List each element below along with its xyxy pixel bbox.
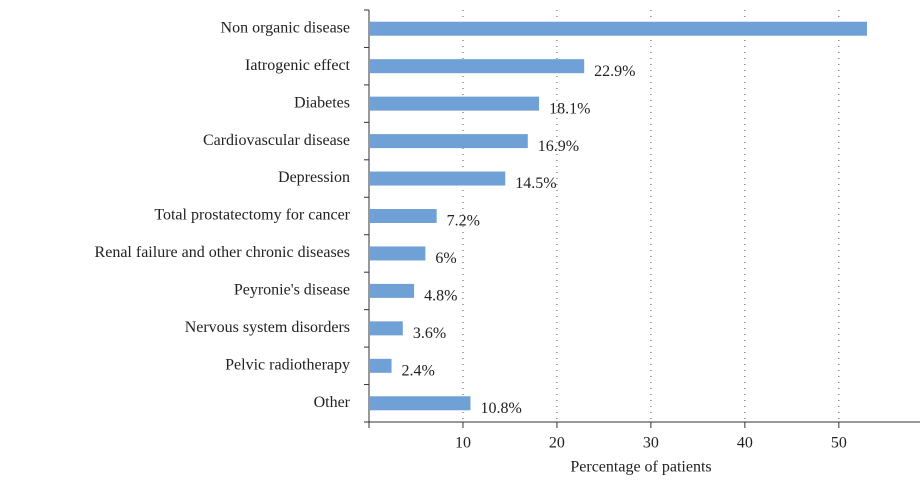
bar [369, 321, 403, 336]
data-label: 4.8% [424, 288, 457, 305]
y-tick-label: Other [314, 394, 351, 411]
data-label: 7.2% [447, 213, 480, 230]
data-label: 6% [435, 250, 456, 267]
bar [369, 96, 540, 111]
bar [369, 21, 868, 36]
x-axis-label: Percentage of patients [570, 459, 711, 476]
y-tick-label: Iatrogenic effect [245, 57, 351, 74]
bar [369, 283, 415, 298]
data-label: 14.5% [515, 175, 556, 192]
x-tick-label: 10 [455, 435, 471, 452]
bar [369, 209, 437, 223]
data-label: 3.6% [413, 325, 446, 342]
y-tick-label: Pelvic radiotherapy [225, 356, 350, 373]
y-tick-label: Cardiovascular disease [203, 132, 350, 149]
y-tick-label: Diabetes [294, 94, 350, 111]
data-label: 2.4% [402, 362, 435, 379]
y-tick-label: Nervous system disorders [185, 319, 350, 336]
y-tick-label: Non organic disease [221, 19, 350, 36]
bar [369, 396, 471, 411]
x-tick-label: 30 [643, 435, 659, 452]
bar [369, 358, 392, 373]
data-label: 22.9% [594, 63, 635, 80]
y-tick-label: Depression [278, 169, 350, 186]
bar [369, 134, 528, 149]
x-tick-label: 40 [737, 435, 753, 452]
bar [369, 171, 506, 186]
bar [369, 59, 585, 74]
bar [369, 246, 426, 261]
x-tick-label: 50 [831, 435, 847, 452]
data-label: 10.8% [480, 400, 521, 417]
y-tick-label: Total prostatectomy for cancer [154, 207, 350, 224]
x-tick-label: 20 [549, 435, 565, 452]
data-label: 18.1% [549, 100, 590, 117]
y-tick-label: Renal failure and other chronic diseases [95, 244, 350, 261]
data-label: 16.9% [538, 138, 579, 155]
y-tick-label: Peyronie's disease [234, 282, 350, 299]
